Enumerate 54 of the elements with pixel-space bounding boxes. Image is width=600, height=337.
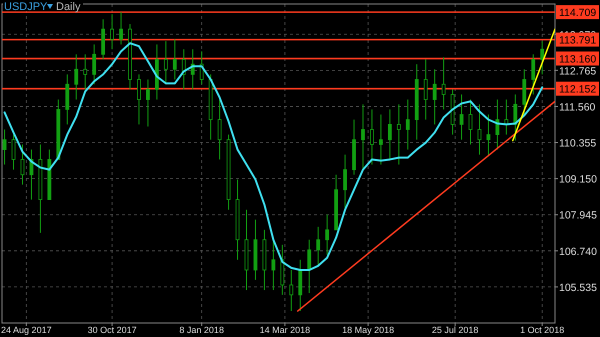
candlestick: [74, 54, 78, 100]
candlestick: [388, 108, 392, 160]
candlestick: [343, 154, 347, 210]
candlestick: [406, 99, 410, 150]
x-tick-label: 8 Jan 2018: [179, 325, 224, 335]
y-tick-label: 106.740: [559, 246, 598, 258]
candlestick: [218, 99, 222, 160]
candlestick: [12, 134, 16, 170]
y-tick-label: 107.945: [559, 210, 598, 222]
y-tick-label: 111.560: [559, 101, 596, 114]
x-tick-label: 24 Aug 2017: [1, 325, 52, 335]
candlestick: [478, 104, 482, 156]
candlestick: [2, 129, 6, 166]
ref-line-label: 112.152: [559, 84, 596, 96]
x-tick-label: 1 Oct 2018: [520, 325, 564, 335]
candlestick: [468, 99, 472, 145]
candlestick: [424, 58, 428, 120]
x-tick-label: 25 Jul 2018: [432, 325, 478, 335]
candlestick: [110, 14, 114, 50]
y-tick-label: 110.355: [559, 138, 596, 150]
candlestick: [370, 108, 374, 166]
candlestick: [379, 114, 383, 166]
y-tick-label: 105.535: [559, 282, 598, 294]
candlestick: [172, 38, 177, 80]
candlestick: [486, 114, 490, 157]
y-tick-label: 112.765: [559, 65, 596, 78]
ref-line-label: 113.160: [559, 54, 596, 66]
candlestick: [325, 214, 330, 256]
candlestick: [164, 40, 168, 85]
candlestick: [361, 104, 365, 170]
chart-title: USDJPY: [4, 1, 48, 13]
candlestick: [432, 68, 437, 125]
candlestick: [83, 54, 88, 90]
candlestick: [396, 104, 401, 166]
candlestick: [146, 78, 150, 128]
x-tick-label: 18 May 2018: [342, 325, 394, 335]
ref-line-label: 114.709: [559, 7, 596, 20]
candlestick: [271, 239, 276, 291]
candlestick: [289, 269, 294, 312]
x-tick-label: 30 Oct 2017: [88, 325, 137, 335]
candlestick: [495, 99, 500, 150]
x-tick-label: 14 Mar 2018: [260, 325, 310, 335]
candlestick: [20, 144, 24, 186]
candlestick: [119, 12, 123, 45]
chart-subtitle: Daily: [56, 1, 81, 13]
ref-line-label: 113.791: [559, 34, 596, 47]
candlestick: [442, 56, 446, 110]
y-tick-label: 109.150: [559, 174, 598, 186]
candlestick: [460, 94, 464, 140]
candlestick: [316, 226, 320, 266]
candlestick: [531, 54, 536, 95]
line-series: [4, 42, 544, 271]
candlestick: [137, 74, 141, 125]
candlestick: [92, 44, 96, 85]
